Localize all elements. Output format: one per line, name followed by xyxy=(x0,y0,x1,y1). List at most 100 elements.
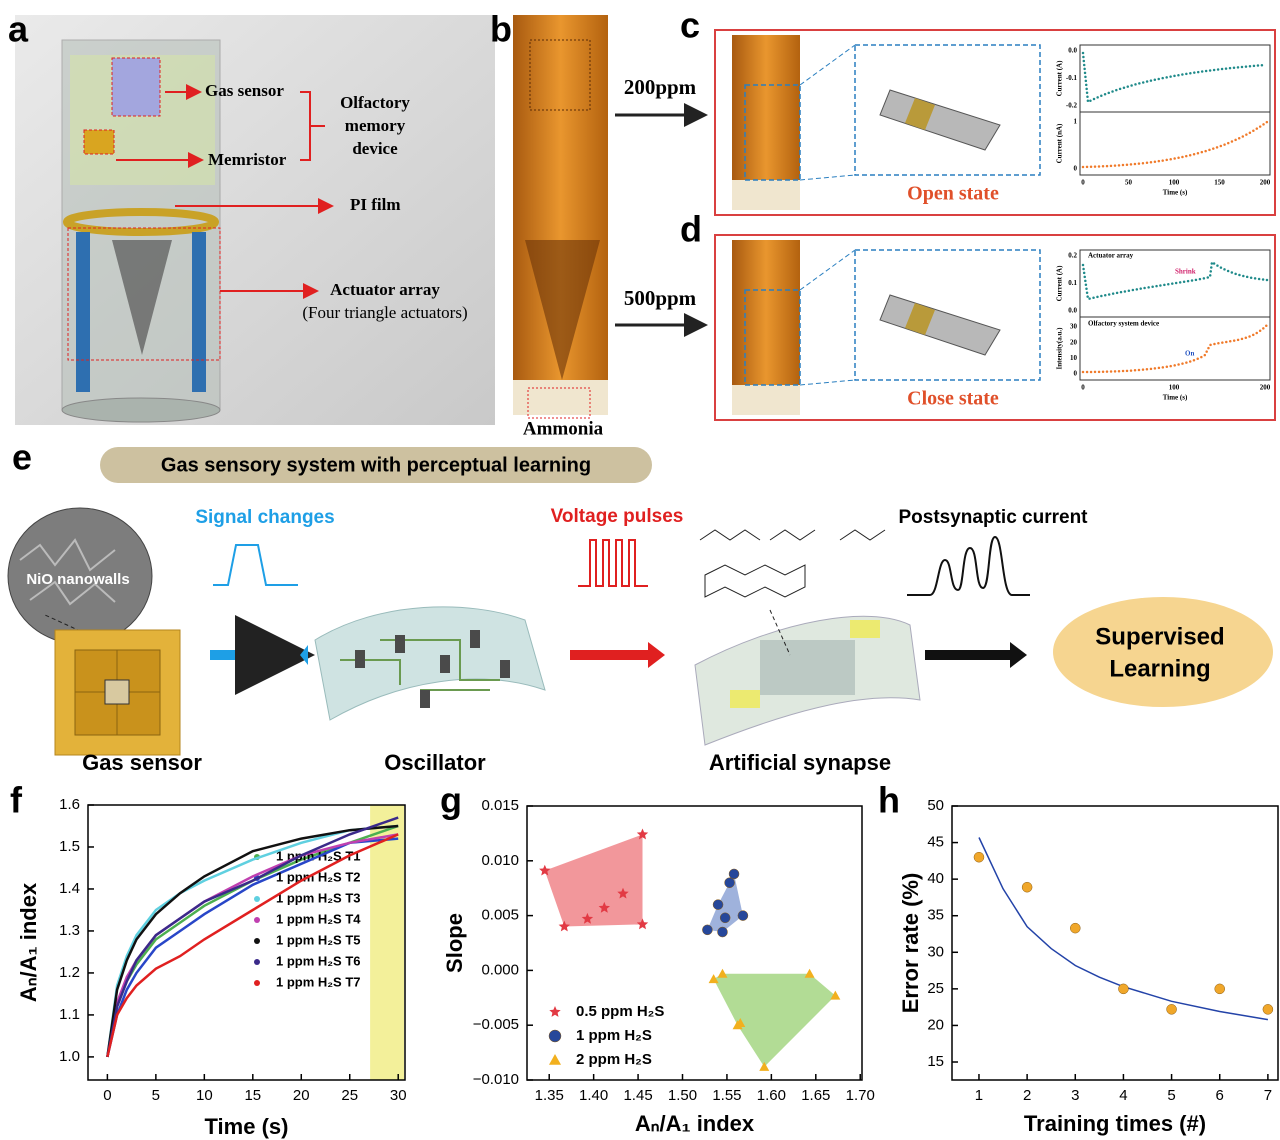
mini-axis-label: Current (A) xyxy=(1056,265,1064,302)
electrode xyxy=(730,690,760,708)
zoom-source xyxy=(744,84,801,181)
panel-letter: a xyxy=(8,9,29,50)
callout-lines xyxy=(116,84,334,299)
cluster-hull xyxy=(544,834,643,927)
series-line xyxy=(106,837,399,1058)
banner xyxy=(100,447,652,483)
y-axis-label: Aₙ/A₁ index xyxy=(16,882,41,1002)
label: 200ppm xyxy=(624,75,697,99)
label: 500ppm xyxy=(624,286,697,310)
y-tick-label: 35 xyxy=(927,907,944,924)
panel-e: e Gas sensory system with perceptual lea… xyxy=(7,437,1273,775)
y-tick-label: 1.1 xyxy=(59,1006,80,1023)
point xyxy=(617,887,629,899)
panel-a: Gas sensor Memristor Olfactory memory de… xyxy=(8,9,495,425)
mini-axis-label: Time (s) xyxy=(1163,394,1188,402)
point xyxy=(558,920,570,932)
legend-label: 1 ppm H₂S T6 xyxy=(276,953,361,968)
memristor-icon xyxy=(83,129,115,155)
point xyxy=(732,1020,743,1030)
sensor-area xyxy=(104,679,130,705)
x-tick-label: 1.70 xyxy=(846,1087,875,1104)
y-axis-label: Error rate (%) xyxy=(898,873,923,1014)
legend-marker xyxy=(549,1006,561,1017)
y-tick-label: 0.015 xyxy=(481,797,519,814)
mini-tick-label: 200 xyxy=(1260,384,1271,392)
mini-tick-label: 150 xyxy=(1214,179,1225,187)
x-tick-label: 1.60 xyxy=(757,1087,786,1104)
tube-base xyxy=(732,385,800,415)
oscillator-parts xyxy=(355,630,510,708)
mini-curve xyxy=(1081,120,1269,169)
point xyxy=(581,912,594,924)
legend-label: 1 ppm H₂S T2 xyxy=(276,869,361,884)
x-tick-label: 7 xyxy=(1264,1087,1272,1104)
y-tick-label: 0.000 xyxy=(481,961,519,978)
label: Actuator array xyxy=(330,280,440,299)
mini-series-name: Olfactory system device xyxy=(1088,320,1159,328)
x-axis-label: Aₙ/A₁ index xyxy=(635,1111,755,1136)
mini-series-name: Actuator array xyxy=(1088,252,1134,260)
fit-curve xyxy=(978,837,1269,1021)
legend-label: 0.5 ppm H₂S xyxy=(576,1003,664,1020)
ammonia-box xyxy=(527,387,591,419)
label: NiO nanowalls xyxy=(26,571,129,588)
zoom-box xyxy=(854,44,1041,176)
panels-c-d: c d Open state Current (A) Current (nA) Tim… xyxy=(680,5,1276,421)
point xyxy=(598,901,610,913)
zoom-line xyxy=(799,174,856,181)
x-tick-label: 10 xyxy=(196,1087,213,1104)
panel-frame xyxy=(714,234,1276,421)
legend-label: 1 ppm H₂S T5 xyxy=(276,932,361,947)
legend-label: 1 ppm H₂S T7 xyxy=(276,974,361,989)
banner-text: Gas sensory system with perceptual learn… xyxy=(161,454,591,476)
label: Memristor xyxy=(208,150,287,169)
mini-tick-label: 100 xyxy=(1169,384,1180,392)
base xyxy=(513,380,608,415)
mini-curve xyxy=(1081,51,1267,104)
legend-marker xyxy=(549,1054,561,1065)
mini-tick-label: -0.1 xyxy=(1066,74,1078,82)
point xyxy=(1118,983,1129,995)
nanowall-texture xyxy=(19,538,116,606)
label: Postsynaptic current xyxy=(899,507,1089,528)
x-tick-label: 5 xyxy=(152,1087,160,1104)
mini-plot-frame xyxy=(1079,249,1271,381)
mini-tick-label: 0.0 xyxy=(1068,307,1077,315)
y-tick-label: 1.6 xyxy=(59,796,80,813)
actuator xyxy=(192,232,206,392)
mini-curve xyxy=(1081,323,1269,374)
arrow-head xyxy=(648,642,665,668)
plot-frame xyxy=(526,805,863,1081)
legend-marker xyxy=(254,980,260,986)
x-axis-label: Training times (#) xyxy=(1024,1111,1206,1136)
x-tick-label: 1 xyxy=(975,1087,983,1104)
point xyxy=(708,974,719,984)
point xyxy=(717,968,728,978)
zoom-line xyxy=(799,249,856,291)
label: Learning xyxy=(1109,655,1210,682)
y-tick-label: 1.0 xyxy=(59,1048,80,1065)
label: (Four triangle actuators) xyxy=(302,303,467,322)
x-tick-label: 1.45 xyxy=(623,1087,652,1104)
panel-letter: e xyxy=(12,437,32,478)
tube-base xyxy=(732,180,800,210)
supervised-ellipse xyxy=(1053,597,1273,707)
series-line xyxy=(106,824,399,1058)
zoom-line xyxy=(799,379,856,386)
legend-marker xyxy=(254,896,260,902)
point xyxy=(737,910,749,921)
y-tick-label: 40 xyxy=(927,870,944,887)
point xyxy=(717,926,728,938)
x-tick-label: 1.35 xyxy=(535,1087,564,1104)
x-tick-label: 0 xyxy=(103,1087,111,1104)
point xyxy=(1214,983,1225,995)
mini-curve xyxy=(1081,259,1269,301)
y-tick-label: 1.3 xyxy=(59,922,80,939)
label: device xyxy=(352,139,398,158)
y-tick-label: 45 xyxy=(927,834,944,851)
state-label: Open state xyxy=(907,183,999,205)
label: Signal changes xyxy=(195,507,334,528)
mini-axis-label: Current (A) xyxy=(1056,60,1064,97)
